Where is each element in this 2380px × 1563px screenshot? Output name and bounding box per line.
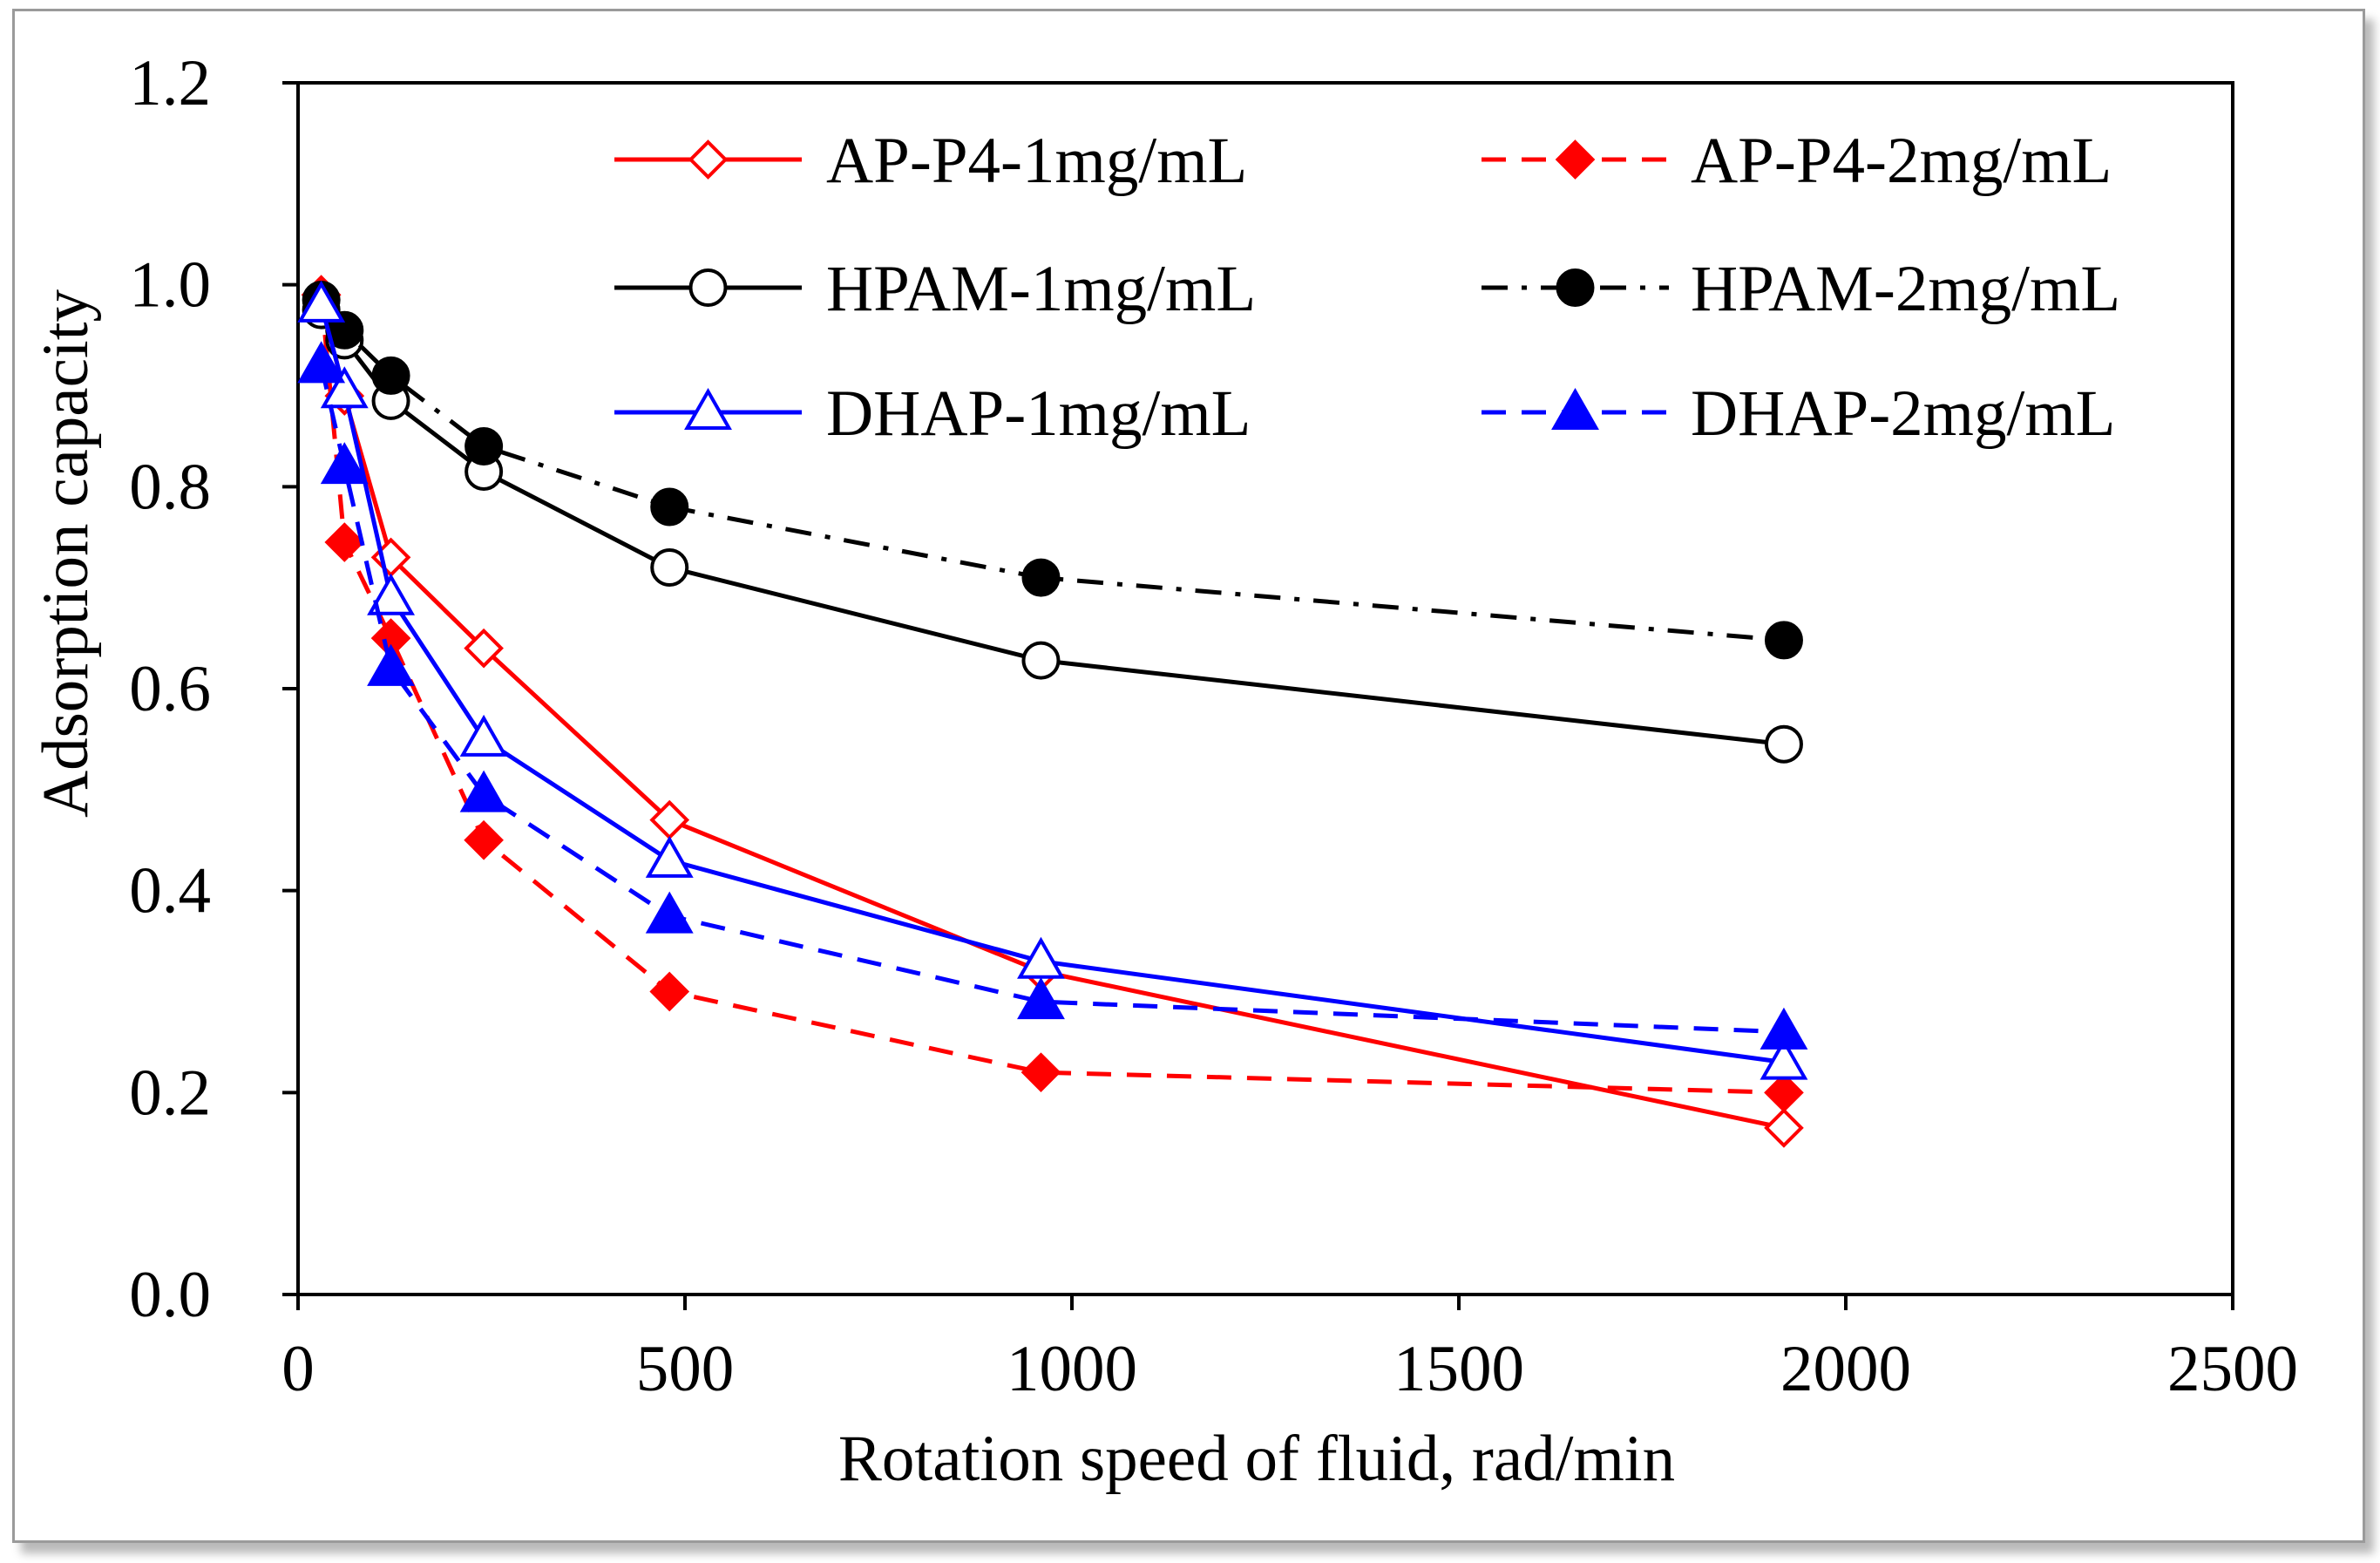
- legend-item: HPAM-2mg/mL: [1482, 253, 2120, 325]
- data-point-triangle: [459, 714, 508, 757]
- data-point-diamond: [1764, 1108, 1804, 1148]
- legend-item: HPAM-1mg/mL: [614, 253, 1256, 325]
- data-point-triangle: [645, 835, 694, 878]
- legend-item: AP-P4-2mg/mL: [1482, 125, 2112, 197]
- data-point-diamond: [1764, 1072, 1804, 1113]
- legend-label: AP-P4-2mg/mL: [1691, 125, 2112, 197]
- x-tick-labels: 0 500 1000 1500 2000 2500: [281, 1333, 2298, 1405]
- x-tick-label: 500: [636, 1333, 735, 1405]
- data-point-triangle: [1760, 1007, 1808, 1050]
- data-point-circle: [371, 356, 410, 395]
- x-tick-label: 1500: [1393, 1333, 1524, 1405]
- data-point-triangle: [1760, 1037, 1808, 1080]
- legend-label: AP-P4-1mg/mL: [826, 125, 1247, 197]
- data-point-triangle: [367, 573, 416, 615]
- data-point-triangle: [459, 770, 508, 812]
- chart-frame: [12, 9, 2365, 1543]
- data-point-triangle: [320, 366, 369, 409]
- data-point-diamond: [324, 522, 365, 562]
- y-tick-label: 0.0: [129, 1259, 211, 1331]
- legend-item: AP-P4-1mg/mL: [614, 125, 1247, 197]
- data-point-triangle: [1017, 977, 1065, 1020]
- data-point-circle: [688, 268, 728, 307]
- x-tick-label: 2500: [2167, 1333, 2298, 1405]
- data-point-diamond: [649, 971, 690, 1012]
- data-point-circle: [1764, 621, 1803, 660]
- y-tick-label: 0.8: [129, 451, 211, 523]
- data-point-diamond: [1555, 139, 1596, 180]
- series-hpam-2mg-ml: [302, 281, 1803, 660]
- data-point-circle: [1021, 641, 1061, 680]
- y-tick-label: 0.2: [129, 1057, 211, 1129]
- legend-label: DHAP-1mg/mL: [826, 377, 1251, 450]
- data-point-triangle: [367, 643, 416, 686]
- x-axis-title: Rotation speed of fluid, rad/min: [838, 1423, 1675, 1495]
- y-tick-label: 0.6: [129, 653, 211, 725]
- series-layer: [297, 275, 1808, 1148]
- data-point-triangle: [1017, 936, 1065, 979]
- data-point-circle: [650, 487, 689, 527]
- data-point-circle: [1021, 558, 1061, 597]
- y-tick-label: 1.0: [129, 249, 211, 322]
- data-point-triangle: [645, 891, 694, 934]
- y-tick-label: 1.2: [129, 47, 211, 119]
- x-tick-label: 0: [281, 1333, 315, 1405]
- axis-ticks: [282, 81, 2234, 1310]
- y-tick-label: 0.4: [129, 855, 211, 928]
- legend: AP-P4-1mg/mL AP-P4-2mg/mL HPAM-1mg/mL HPAM-…: [614, 125, 2120, 450]
- series-line: [319, 309, 1785, 747]
- data-point-circle: [650, 548, 689, 587]
- legend-item: DHAP-1mg/mL: [614, 377, 1251, 450]
- data-point-triangle: [297, 280, 346, 323]
- data-point-diamond: [464, 819, 504, 860]
- legend-item: DHAP-2mg/mL: [1482, 377, 2116, 450]
- data-point-triangle: [320, 442, 369, 485]
- data-point-circle: [464, 427, 504, 466]
- data-point-triangle: [684, 387, 732, 430]
- data-point-diamond: [1020, 1052, 1061, 1092]
- legend-label: DHAP-2mg/mL: [1691, 377, 2116, 450]
- data-point-diamond: [688, 139, 729, 180]
- y-tick-labels: 0.0 0.2 0.4 0.6 0.8 1.0 1.2: [129, 47, 211, 1331]
- legend-label: HPAM-2mg/mL: [1691, 253, 2120, 325]
- data-point-circle: [1764, 724, 1803, 764]
- x-tick-label: 1000: [1007, 1333, 1137, 1405]
- data-point-circle: [1556, 268, 1595, 307]
- data-point-diamond: [464, 628, 504, 669]
- series-dhap-1mg-ml: [297, 280, 1808, 1080]
- x-tick-label: 2000: [1780, 1333, 1911, 1405]
- series-dhap-2mg-ml: [297, 341, 1808, 1050]
- data-point-triangle: [1551, 387, 1599, 430]
- legend-label: HPAM-1mg/mL: [826, 253, 1256, 325]
- data-point-triangle: [297, 341, 346, 384]
- y-axis-title: Adsorption capacity: [30, 289, 102, 818]
